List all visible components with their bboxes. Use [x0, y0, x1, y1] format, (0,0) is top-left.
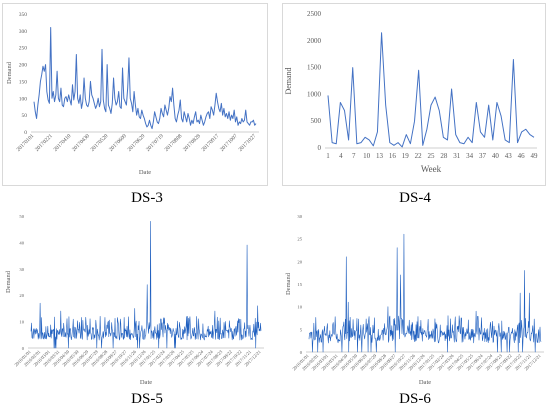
- y-axis-label: Demand: [5, 270, 12, 293]
- chart-ds6: 0510152025302016/01/012016/02/012016/03/…: [285, 214, 544, 386]
- y-tick-label: 20: [297, 259, 302, 264]
- chart-panel-ds6: 0 5 10 15 20 25 30 2016/01/01 2016/02/01 2016/03/…: [282, 208, 546, 388]
- chart-panel-ds3: 0 50 100 150 200 250 300 350 20170101 20170221 201…: [2, 3, 268, 186]
- series-line: [327, 32, 535, 148]
- caption-ds3: DS-3: [131, 190, 163, 206]
- caption-ds5: DS-5: [131, 391, 163, 407]
- x-tick-label: 34: [466, 152, 474, 160]
- x-tick-label: 10: [363, 152, 371, 160]
- y-tick-label: 300: [19, 29, 28, 35]
- x-tick-label: 20170520: [90, 133, 110, 153]
- x-tick-label: 43: [505, 152, 513, 160]
- y-tick-label: 100: [19, 96, 28, 102]
- x-tick-label: 20170828: [182, 133, 202, 153]
- y-tick-label: 5: [300, 327, 303, 332]
- x-tick-label: 16: [389, 152, 397, 160]
- x-tick-label: 20170719: [145, 133, 165, 153]
- y-tick-label: 500: [311, 117, 322, 125]
- series-line: [33, 26, 257, 130]
- y-axis-label: Demand: [6, 61, 13, 84]
- x-tick-label: 1: [326, 152, 330, 160]
- x-tick-label: 49: [531, 152, 539, 160]
- y-tick-label: 20: [19, 293, 24, 298]
- x-tick-label: 20171007: [219, 133, 239, 153]
- x-tick-label: 46: [518, 152, 526, 160]
- y-tick-label: 2000: [307, 37, 322, 45]
- x-tick-label: 25: [428, 152, 436, 160]
- y-tick-label: 30: [297, 214, 302, 219]
- x-tick-label: 19: [402, 152, 410, 160]
- x-tick-label: 20171027: [238, 133, 258, 153]
- x-axis-label: Date: [419, 379, 431, 386]
- x-tick-label: 20170609: [108, 133, 128, 153]
- y-axis-label: Demand: [284, 67, 293, 94]
- x-tick-label: 22: [415, 152, 423, 160]
- y-tick-label: 1000: [307, 90, 322, 98]
- y-tick-label: 25: [297, 237, 302, 242]
- chart-ds4: 0 500 1000 1500 2000 2500 1 4 7 10 13 16 19 22 25 28 31 3…: [284, 10, 539, 174]
- x-tick-label: 13: [376, 152, 384, 160]
- x-tick-label: 20170221: [34, 133, 54, 153]
- y-tick-label: 250: [19, 46, 28, 52]
- x-axis-label: Week: [421, 164, 442, 174]
- x-tick-label: 20170430: [71, 133, 91, 153]
- y-tick-label: 30: [19, 267, 24, 272]
- chart-panel-ds5: 0 10 20 30 40 50 2016/01/01 2016/02/01 2016/03/0…: [2, 208, 268, 388]
- y-tick-label: 15: [297, 282, 302, 287]
- y-tick-label: 0: [300, 350, 303, 355]
- y-tick-label: 150: [19, 79, 28, 85]
- x-axis-label: Date: [139, 169, 151, 176]
- y-tick-label: 350: [19, 12, 28, 18]
- x-tick-label: 4: [339, 152, 343, 160]
- series-line: [30, 220, 262, 349]
- y-tick-label: 1500: [307, 64, 322, 72]
- y-tick-label: 200: [19, 63, 28, 69]
- x-tick-label: 31: [453, 152, 461, 160]
- y-tick-label: 0: [318, 144, 322, 152]
- y-axis-label: Demand: [285, 272, 292, 295]
- x-axis-label: Date: [140, 379, 152, 386]
- y-tick-label: 10: [297, 305, 302, 310]
- chart-panel-ds4: 0 500 1000 1500 2000 2500 1 4 7 10 13 16 19 22 25 28 31 3…: [282, 3, 546, 186]
- x-tick-label: 20170917: [201, 133, 221, 153]
- y-tick-label: 0: [22, 346, 25, 351]
- y-tick-label: 2500: [307, 10, 322, 18]
- y-tick-label: 10: [19, 320, 24, 325]
- series-line: [308, 233, 542, 353]
- y-tick-label: 50: [19, 214, 24, 219]
- chart-ds3: 0501001502002503003502017010120170221201…: [6, 12, 259, 176]
- caption-ds4: DS-4: [399, 190, 431, 206]
- x-tick-label: 20170808: [164, 133, 184, 153]
- y-tick-label: 0: [24, 130, 27, 136]
- x-tick-label: 40: [492, 152, 500, 160]
- x-tick-label: 20170629: [127, 133, 147, 153]
- x-tick-label: 7: [352, 152, 356, 160]
- y-tick-label: 40: [19, 240, 24, 245]
- y-tick-label: 50: [22, 113, 28, 119]
- x-tick-label: 20170410: [53, 133, 73, 153]
- chart-ds5: 010203040502016/01/012016/02/012016/03/0…: [5, 214, 264, 386]
- x-tick-label: 37: [479, 152, 487, 160]
- x-tick-label: 28: [440, 152, 448, 160]
- caption-ds6: DS-6: [399, 391, 431, 407]
